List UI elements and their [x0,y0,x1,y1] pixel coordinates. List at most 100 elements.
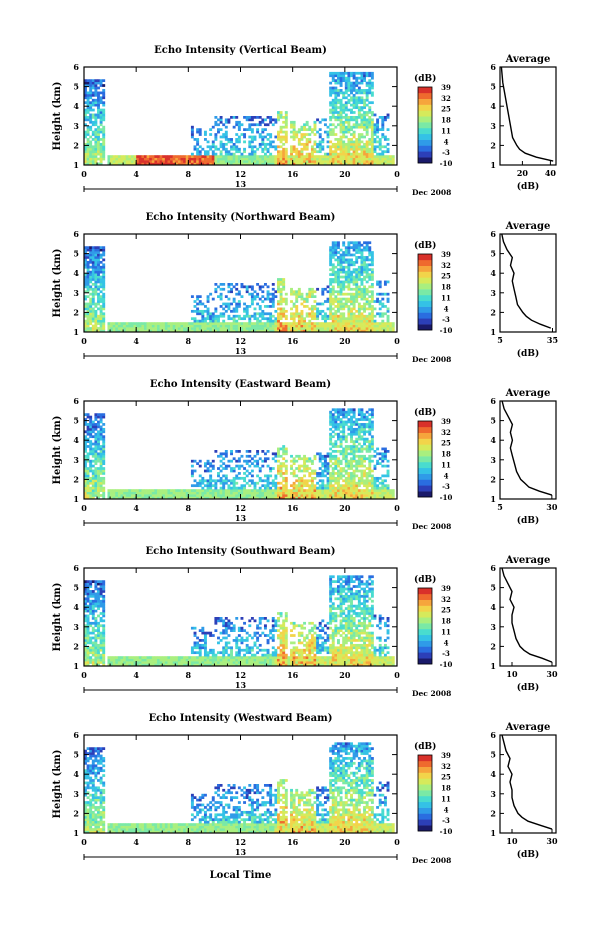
heatmap-cell [232,314,236,318]
heatmap-cell [243,322,247,325]
heatmap-cell [316,142,320,146]
heatmap-cell [84,437,87,441]
heatmap-cell [344,130,348,134]
heatmap-cell [115,489,119,492]
heatmap-cell [91,91,95,95]
heatmap-cell [99,300,103,303]
heatmap-cell [365,423,369,426]
heatmap-cell [263,494,267,497]
heatmap-cell [258,496,262,500]
heatmap-cell [370,91,374,95]
heatmap-cell [269,118,273,122]
heatmap-cell [284,160,288,163]
heatmap-cell [342,76,346,80]
heatmap-cell [102,292,106,296]
heatmap-cell [337,81,340,85]
heatmap-cell [282,287,286,291]
heatmap-cell [357,314,361,318]
heatmap-cell [363,118,366,122]
heatmap-cell [303,317,307,321]
heatmap-cell [352,125,356,129]
heatmap-cell [84,619,87,623]
heatmap-cell [360,253,364,257]
heatmap-cell [297,322,301,325]
heatmap-cell [94,432,98,436]
heatmap-cell [84,602,87,606]
heatmap-cell [334,476,338,480]
heatmap-cell [227,317,231,321]
heatmap-cell [360,101,364,105]
heatmap-cell [89,270,93,274]
heatmap-cell [279,135,283,139]
colorbar-tick-label: 32 [441,261,451,270]
heatmap-cell [329,74,333,78]
heatmap-cell [94,93,98,97]
heatmap-cell [383,312,387,316]
heatmap-cell [86,585,90,588]
heatmap-cell [243,302,247,306]
heatmap-cell [263,327,267,330]
heatmap-cell [99,145,103,149]
heatmap-cell [188,324,192,328]
heatmap-cell [89,420,93,424]
heatmap-cell [89,594,93,598]
heatmap-cell [183,155,187,158]
heatmap-cell [370,486,374,490]
heatmap-cell [102,118,106,122]
heatmap-cell [360,160,364,163]
heatmap-cell [133,491,137,495]
heatmap-cell [91,256,95,259]
heatmap-cell [360,96,364,100]
heatmap-cell [94,128,98,131]
heatmap-cell [357,484,361,488]
heatmap-cell [91,145,95,149]
heatmap-cell [378,280,382,284]
heatmap-cell [253,150,257,154]
heatmap-cell [175,324,179,328]
heatmap-cell [383,474,387,478]
heatmap-cell [368,479,372,483]
heatmap-cell [224,130,228,134]
heatmap-cell [355,150,359,154]
heatmap-cell [370,327,374,330]
heatmap-cell [352,440,356,443]
heatmap-cell [342,243,346,247]
heatmap-cell [290,494,293,497]
heatmap-cell [279,162,283,166]
heatmap-cell [326,133,330,136]
heatmap-cell [84,607,87,610]
heatmap-cell [347,420,351,424]
heatmap-cell [373,160,377,163]
heatmap-cell [115,324,119,328]
heatmap-cell [326,481,330,485]
heatmap-cell [386,484,390,488]
heatmap-cell [347,246,351,249]
heatmap-cell [344,253,348,257]
heatmap-cell [337,494,340,497]
heatmap-cell [284,324,288,328]
heatmap-cell [365,243,369,247]
heatmap-cell [363,246,366,249]
heatmap-cell [370,329,374,333]
heatmap-cell [99,312,103,316]
heatmap-cell [232,484,236,488]
heatmap-cell [339,125,343,129]
heatmap-cell [240,486,244,490]
heatmap-cell [99,307,103,311]
heatmap-cell [308,479,312,483]
heatmap-cell [344,152,348,156]
heatmap-cell [337,292,340,296]
heatmap-cell [300,457,304,461]
heatmap-cell [357,312,361,316]
heatmap-cell [363,427,366,431]
heatmap-cell [203,464,207,468]
heatmap-cell [97,442,100,446]
heatmap-cell [339,486,343,490]
heatmap-cell [206,494,210,497]
heatmap-cell [269,491,273,495]
heatmap-cell [321,292,325,296]
heatmap-cell [266,162,270,166]
heatmap-cell [381,484,385,488]
heatmap-cell [136,491,140,495]
heatmap-cell [321,317,325,321]
